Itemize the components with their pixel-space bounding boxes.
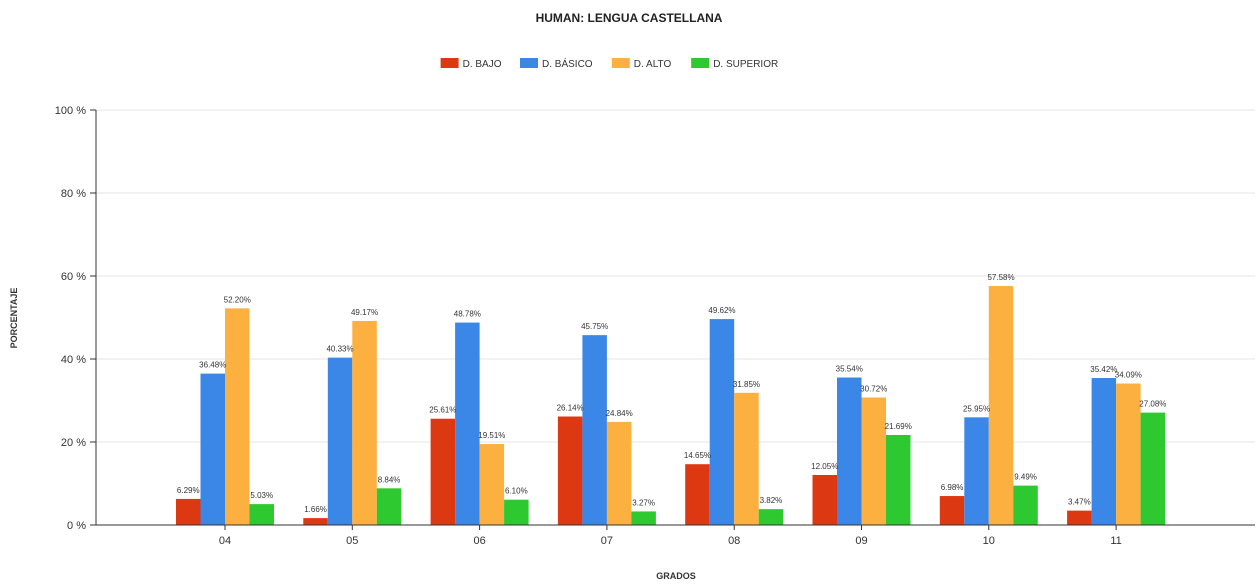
bar-data-label: 9.49% [1014, 473, 1037, 482]
bar [1013, 485, 1038, 525]
x-axis-title: GRADOS [656, 571, 696, 581]
bar-data-label: 1.66% [304, 505, 327, 514]
bar [1067, 510, 1092, 525]
bar [249, 504, 274, 525]
bar-data-label: 6.29% [177, 486, 200, 495]
legend-label: D. SUPERIOR [713, 59, 778, 70]
bar-data-label: 6.10% [505, 487, 528, 496]
bar [176, 498, 201, 525]
bar [837, 377, 862, 525]
bar-data-label: 34.09% [1115, 371, 1142, 380]
y-tick-label: 40 % [61, 354, 86, 366]
bar-data-label: 45.75% [581, 322, 608, 331]
x-axis-ticks: 04 05 06 07 08 09 10 11 [219, 525, 1122, 547]
bar [303, 518, 328, 525]
bar [886, 434, 911, 525]
bar [709, 319, 735, 525]
bar [685, 464, 710, 525]
bar-data-label: 6.98% [941, 483, 964, 492]
bar [430, 418, 456, 525]
bar [1116, 383, 1141, 525]
bar-data-label: 36.48% [199, 361, 226, 370]
bar [812, 474, 837, 525]
bar [861, 397, 886, 525]
bars [176, 286, 1166, 525]
legend-swatch [520, 58, 538, 68]
bar-data-label: 21.69% [885, 422, 912, 431]
y-tick-label: 80 % [61, 188, 86, 200]
bar [631, 511, 656, 525]
bar [1091, 378, 1117, 525]
bar-data-label: 3.47% [1068, 498, 1091, 507]
x-tick-label: 11 [1110, 535, 1121, 547]
bar-data-label: 12.05% [811, 462, 838, 471]
chart-title: HUMAN: LENGUA CASTELLANA [536, 11, 723, 25]
legend-swatch [611, 58, 630, 68]
x-tick-label: 05 [346, 535, 358, 547]
bar [225, 308, 250, 525]
y-tick-label: 100 % [55, 105, 86, 117]
legend: D. BAJO D. BÁSICO D. ALTO D. SUPERIOR [440, 57, 778, 70]
bar-data-label: 24.84% [606, 409, 633, 418]
bar [939, 496, 965, 525]
bar-data-label: 49.17% [351, 308, 378, 317]
bar-data-label: 26.14% [557, 404, 584, 413]
bar-data-label: 52.20% [224, 295, 251, 304]
legend-label: D. BAJO [463, 59, 502, 70]
bar [455, 322, 480, 525]
bar-data-label: 25.61% [429, 406, 456, 415]
bar [606, 421, 632, 525]
bar [734, 392, 759, 525]
bar [200, 373, 225, 525]
x-tick-label: 07 [601, 535, 613, 547]
bar-data-label: 25.95% [963, 404, 990, 413]
bar [988, 286, 1014, 525]
bar-data-label: 3.27% [632, 498, 655, 507]
bar-data-label: 48.78% [454, 310, 481, 319]
bar [327, 357, 353, 525]
legend-label: D. ALTO [634, 59, 672, 70]
bar-data-label: 19.51% [478, 431, 505, 440]
legend-label: D. BÁSICO [542, 57, 593, 70]
bar [376, 488, 402, 525]
bar-data-label: 35.42% [1090, 365, 1117, 374]
bar [964, 417, 989, 525]
bar-data-label: 27.08% [1139, 400, 1166, 409]
bar-data-label: 30.72% [860, 385, 887, 394]
y-tick-label: 20 % [61, 437, 86, 449]
bar-data-label: 35.54% [836, 365, 863, 374]
bar [352, 320, 377, 525]
x-tick-label: 04 [219, 535, 231, 547]
x-tick-label: 06 [473, 535, 485, 547]
x-tick-label: 09 [855, 535, 867, 547]
legend-swatch [691, 58, 710, 68]
bar-data-label: 3.82% [760, 496, 783, 505]
bar [1140, 412, 1166, 525]
y-axis-ticks: 0 % 20 % 40 % 60 % 80 % 100 % [55, 105, 96, 532]
data-labels: 6.29% 36.48% 52.20% 5.03% 1.66% 40.33% 49.17% 8… [177, 273, 1167, 514]
bar-data-label: 49.62% [708, 306, 735, 315]
gridlines [96, 109, 1255, 443]
bar-data-label: 8.84% [378, 475, 401, 484]
y-tick-label: 60 % [61, 271, 86, 283]
bar-data-label: 57.58% [987, 273, 1014, 282]
x-tick-label: 08 [728, 535, 740, 547]
y-tick-label: 0 % [67, 520, 86, 532]
bar [758, 509, 784, 525]
bar-data-label: 40.33% [326, 345, 353, 354]
bar [479, 444, 505, 525]
bar [582, 335, 607, 525]
bar [504, 499, 529, 525]
legend-swatch [440, 58, 459, 68]
bar-data-label: 14.65% [684, 451, 711, 460]
y-axis-title: PORCENTAJE [9, 288, 19, 349]
bar-data-label: 5.03% [250, 491, 273, 500]
bar-data-label: 31.85% [733, 380, 760, 389]
bar [557, 416, 583, 525]
x-tick-label: 10 [983, 535, 995, 547]
